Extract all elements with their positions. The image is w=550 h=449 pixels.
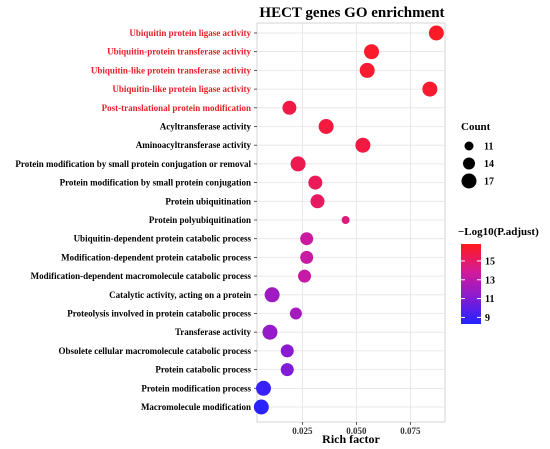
term-label: Protein catabolic process xyxy=(155,365,251,375)
data-point xyxy=(255,380,271,396)
term-label: Ubiquitin-protein transferase activity xyxy=(107,47,251,57)
data-point xyxy=(359,62,375,78)
data-point xyxy=(298,269,312,283)
data-point xyxy=(262,324,278,340)
color-legend-ticks: 9 11 13 15 xyxy=(461,256,495,324)
term-label: Macromolecule modification xyxy=(141,402,251,412)
data-point xyxy=(282,100,297,115)
term-label: Post-translational protein modification xyxy=(102,103,251,113)
data-point xyxy=(300,232,314,246)
count-legend: Count 11 14 17 xyxy=(461,121,494,189)
plot-panel xyxy=(256,22,446,423)
x-tick-label: 0.075 xyxy=(400,426,421,436)
data-point xyxy=(308,175,323,190)
term-label: Catalytic activity, acting on a protein xyxy=(109,290,251,300)
term-label: Proteolysis involved in protein cataboli… xyxy=(67,309,251,319)
data-point xyxy=(422,81,438,97)
y-axis-labels: Ubiquitin protein ligase activity Ubiquit… xyxy=(15,28,257,412)
color-legend-label: 13 xyxy=(485,275,495,286)
data-point xyxy=(280,363,294,377)
term-label: Protein modification process xyxy=(141,383,251,393)
data-point xyxy=(318,119,334,134)
count-legend-items: 11 14 17 xyxy=(461,141,494,189)
term-label: Transferase activity xyxy=(175,327,252,337)
count-legend-dot xyxy=(464,141,474,151)
data-point xyxy=(253,399,269,415)
x-tick-label: 0.050 xyxy=(346,426,367,436)
data-point xyxy=(364,44,380,60)
term-label: Modification-dependent macromolecule cat… xyxy=(31,271,252,281)
term-label: Aminoacyltransferase activity xyxy=(136,140,252,150)
data-point xyxy=(428,25,444,41)
color-legend: −Log10(P.adjust) 9 11 13 15 xyxy=(458,226,539,324)
count-legend-label: 11 xyxy=(484,142,493,153)
color-legend-bar xyxy=(461,244,481,324)
count-legend-label: 14 xyxy=(484,159,494,170)
data-points xyxy=(253,25,444,415)
term-label: Modification-dependent protein catabolic… xyxy=(61,252,251,262)
chart-title: HECT genes GO enrichment xyxy=(259,5,444,21)
term-label: Ubiquitin-dependent protein catabolic pr… xyxy=(74,234,252,244)
term-label: Ubiquitin-like protein ligase activity xyxy=(112,84,251,94)
term-label: Protein polyubiquitination xyxy=(149,215,251,225)
count-legend-label: 17 xyxy=(484,177,494,188)
data-point xyxy=(341,216,350,224)
data-point xyxy=(289,307,302,320)
x-axis-title: Rich factor xyxy=(322,432,380,446)
term-label: Protein ubiquitination xyxy=(165,196,251,206)
term-label: Protein modification by small protein co… xyxy=(60,178,251,188)
data-point xyxy=(300,250,314,264)
data-point xyxy=(355,137,371,153)
x-tick-label: 0.025 xyxy=(292,426,313,436)
term-label: Ubiquitin protein ligase activity xyxy=(129,28,251,38)
data-point xyxy=(264,287,280,303)
term-label: Protein modification by small protein co… xyxy=(15,159,251,169)
x-axis-ticks: 0.025 0.050 0.075 xyxy=(292,422,421,436)
data-point xyxy=(290,156,306,172)
term-label: Acyltransferase activity xyxy=(160,122,252,132)
data-point xyxy=(280,344,294,358)
grid-lines xyxy=(257,23,445,422)
color-legend-label: 11 xyxy=(485,294,494,305)
term-label: Obsolete cellular macromolecule cataboli… xyxy=(59,346,252,356)
count-legend-dot xyxy=(463,157,475,170)
count-legend-title: Count xyxy=(461,121,491,133)
color-legend-title: −Log10(P.adjust) xyxy=(458,226,539,238)
color-legend-label: 9 xyxy=(485,313,490,324)
data-point xyxy=(310,194,325,209)
color-legend-label: 15 xyxy=(485,256,495,267)
term-label: Ubiquitin-like protein transferase activ… xyxy=(91,65,252,75)
count-legend-dot xyxy=(461,173,477,189)
